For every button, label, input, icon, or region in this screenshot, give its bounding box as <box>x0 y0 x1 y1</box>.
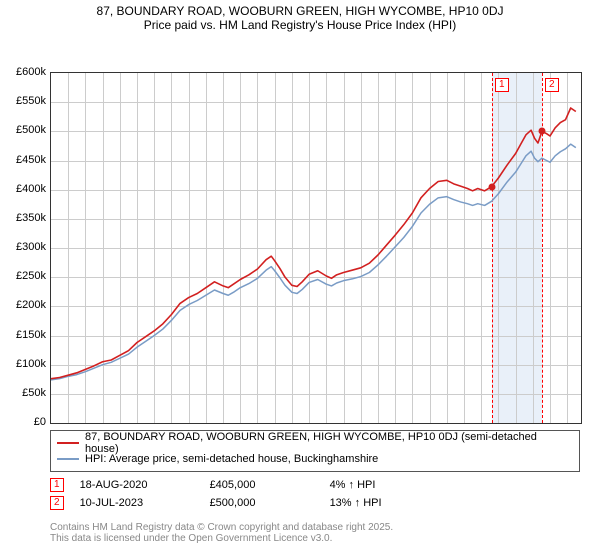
chart-title-line2: Price paid vs. HM Land Registry's House … <box>0 18 600 32</box>
y-tick-label: £150k <box>4 329 46 341</box>
y-tick-label: £400k <box>4 183 46 195</box>
sale-price: £500,000 <box>210 497 330 509</box>
legend-swatch-property <box>57 442 79 444</box>
sale-date: 18-AUG-2020 <box>80 479 210 491</box>
sale-row-marker: 2 <box>50 496 64 510</box>
legend-label-hpi: HPI: Average price, semi-detached house,… <box>85 453 378 465</box>
credit-line1: Contains HM Land Registry data © Crown c… <box>50 522 393 533</box>
sale-delta: 4% ↑ HPI <box>330 479 450 491</box>
sale-row-marker: 1 <box>50 478 64 492</box>
y-tick-label: £0 <box>4 416 46 428</box>
plot-area <box>50 72 582 424</box>
credit: Contains HM Land Registry data © Crown c… <box>50 522 393 544</box>
y-tick-label: £50k <box>4 387 46 399</box>
series-price_paid <box>51 108 576 379</box>
sale-price: £405,000 <box>210 479 330 491</box>
sale-row: 2 10-JUL-2023£500,00013% ↑ HPI <box>50 494 450 512</box>
sale-marker-label: 1 <box>495 78 509 92</box>
legend-row-property: 87, BOUNDARY ROAD, WOOBURN GREEN, HIGH W… <box>57 435 573 451</box>
y-tick-label: £250k <box>4 270 46 282</box>
y-tick-label: £350k <box>4 212 46 224</box>
y-tick-label: £300k <box>4 241 46 253</box>
y-tick-label: £550k <box>4 95 46 107</box>
y-tick-label: £450k <box>4 154 46 166</box>
y-tick-label: £200k <box>4 299 46 311</box>
legend-swatch-hpi <box>57 458 79 460</box>
y-tick-label: £100k <box>4 358 46 370</box>
sale-row: 1 18-AUG-2020£405,0004% ↑ HPI <box>50 476 450 494</box>
y-tick-label: £600k <box>4 66 46 78</box>
sale-marker-label: 2 <box>545 78 559 92</box>
sales-list: 1 18-AUG-2020£405,0004% ↑ HPI 2 10-JUL-2023… <box>50 476 450 512</box>
series-lines <box>51 73 581 423</box>
sale-date: 10-JUL-2023 <box>80 497 210 509</box>
legend: 87, BOUNDARY ROAD, WOOBURN GREEN, HIGH W… <box>50 430 580 472</box>
sale-delta: 13% ↑ HPI <box>330 497 450 509</box>
credit-line2: This data is licensed under the Open Gov… <box>50 533 393 544</box>
chart-title-line1: 87, BOUNDARY ROAD, WOOBURN GREEN, HIGH W… <box>0 0 600 18</box>
legend-label-property: 87, BOUNDARY ROAD, WOOBURN GREEN, HIGH W… <box>85 431 573 455</box>
y-tick-label: £500k <box>4 124 46 136</box>
